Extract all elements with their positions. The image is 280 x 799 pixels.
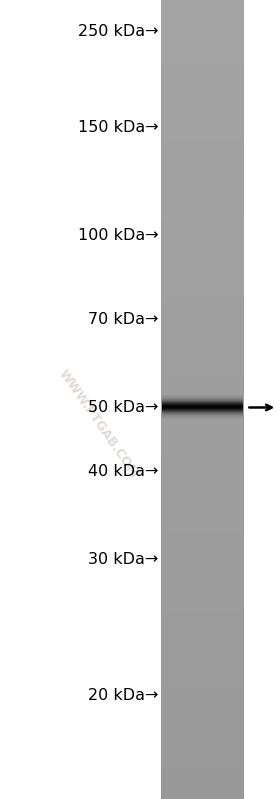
Text: 40 kDa→: 40 kDa→ xyxy=(88,464,158,479)
Text: 20 kDa→: 20 kDa→ xyxy=(88,688,158,702)
Text: 30 kDa→: 30 kDa→ xyxy=(88,552,158,566)
Text: WWW.PTGAB.COM: WWW.PTGAB.COM xyxy=(56,367,140,480)
Text: 150 kDa→: 150 kDa→ xyxy=(78,121,158,135)
Text: 250 kDa→: 250 kDa→ xyxy=(78,25,158,39)
Text: 70 kDa→: 70 kDa→ xyxy=(88,312,158,327)
Text: 50 kDa→: 50 kDa→ xyxy=(88,400,158,415)
Text: 100 kDa→: 100 kDa→ xyxy=(78,229,158,243)
